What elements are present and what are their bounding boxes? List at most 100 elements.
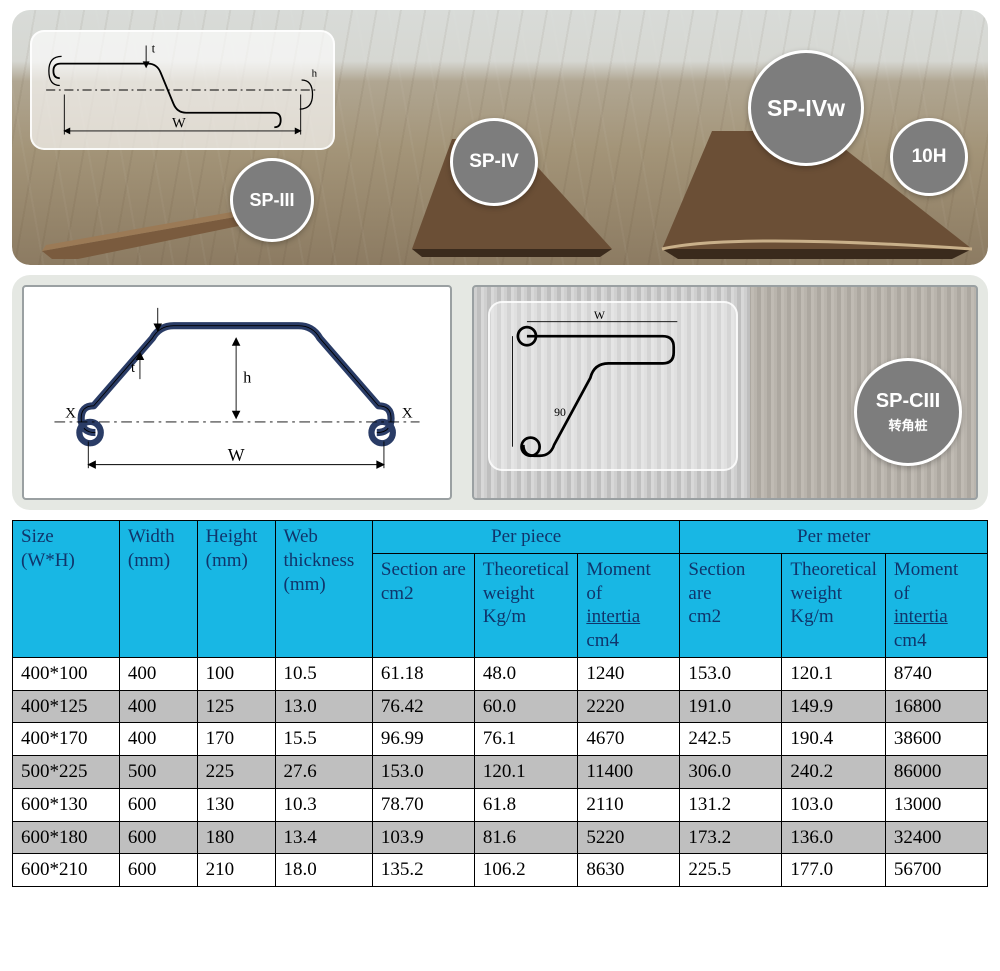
svg-text:W: W bbox=[594, 309, 606, 322]
badge-sub: 转角桩 bbox=[888, 415, 927, 434]
table-body: 400*10040010010.561.1848.01240153.0120.1… bbox=[13, 657, 988, 886]
u-profile-diagram: X X W t h bbox=[22, 285, 452, 500]
badge-label: SP-CIII bbox=[876, 390, 940, 413]
table-cell: 400*125 bbox=[13, 690, 120, 723]
dim-w: W bbox=[228, 445, 245, 465]
table-cell: 600*180 bbox=[13, 821, 120, 854]
table-cell: 242.5 bbox=[680, 723, 782, 756]
col-tw-meter: TheoreticalweightKg/m bbox=[782, 553, 886, 657]
table-cell: 400 bbox=[119, 657, 197, 690]
dim-t: t bbox=[131, 360, 135, 376]
table-cell: 125 bbox=[197, 690, 275, 723]
col-piece: Per piece bbox=[372, 521, 680, 554]
table-cell: 13000 bbox=[885, 788, 987, 821]
table-cell: 16800 bbox=[885, 690, 987, 723]
table-cell: 27.6 bbox=[275, 756, 372, 789]
table-head: Size(W*H) Width(mm) Height(mm) Webthickn… bbox=[13, 521, 988, 658]
table-cell: 170 bbox=[197, 723, 275, 756]
table-cell: 38600 bbox=[885, 723, 987, 756]
table-cell: 600*210 bbox=[13, 854, 120, 887]
col-height: Height(mm) bbox=[197, 521, 275, 658]
badge-label: SP-III bbox=[249, 190, 294, 211]
table-cell: 5220 bbox=[578, 821, 680, 854]
table-cell: 177.0 bbox=[782, 854, 886, 887]
table-cell: 106.2 bbox=[474, 854, 578, 887]
table-row: 600*18060018013.4103.981.65220173.2136.0… bbox=[13, 821, 988, 854]
table-cell: 149.9 bbox=[782, 690, 886, 723]
dim-t: t bbox=[152, 42, 156, 56]
col-area-meter: Sectionarecm2 bbox=[680, 553, 782, 657]
table-cell: 400 bbox=[119, 690, 197, 723]
table-cell: 48.0 bbox=[474, 657, 578, 690]
table-cell: 103.0 bbox=[782, 788, 886, 821]
table-row: 500*22550022527.6153.0120.111400306.0240… bbox=[13, 756, 988, 789]
table-cell: 600 bbox=[119, 788, 197, 821]
table-cell: 135.2 bbox=[372, 854, 474, 887]
table-cell: 61.8 bbox=[474, 788, 578, 821]
table-cell: 10.3 bbox=[275, 788, 372, 821]
table-cell: 11400 bbox=[578, 756, 680, 789]
dim-h: h bbox=[243, 370, 251, 387]
table-cell: 15.5 bbox=[275, 723, 372, 756]
badge-label: SP-IVw bbox=[767, 95, 845, 122]
table-cell: 600 bbox=[119, 821, 197, 854]
table-cell: 210 bbox=[197, 854, 275, 887]
table-cell: 81.6 bbox=[474, 821, 578, 854]
dim-x-left: X bbox=[65, 405, 76, 421]
mid-panel: X X W t h bbox=[12, 275, 988, 510]
table-cell: 400*170 bbox=[13, 723, 120, 756]
badge-sp3: SP-III bbox=[230, 158, 314, 242]
table-cell: 240.2 bbox=[782, 756, 886, 789]
table-cell: 500*225 bbox=[13, 756, 120, 789]
table-cell: 1240 bbox=[578, 657, 680, 690]
svg-text:90: 90 bbox=[554, 406, 566, 419]
corner-profile-diagram: W 90 bbox=[488, 301, 738, 471]
table-cell: 190.4 bbox=[782, 723, 886, 756]
table-row: 600*21060021018.0135.2106.28630225.5177.… bbox=[13, 854, 988, 887]
z-profile-diagram: W t h bbox=[30, 30, 335, 150]
table-row: 400*10040010010.561.1848.01240153.0120.1… bbox=[13, 657, 988, 690]
table-cell: 76.42 bbox=[372, 690, 474, 723]
badge-sp4: SP-IV bbox=[450, 118, 538, 206]
col-moi-piece: Momentofintertiacm4 bbox=[578, 553, 680, 657]
table-cell: 13.0 bbox=[275, 690, 372, 723]
table-cell: 600 bbox=[119, 854, 197, 887]
hero-panel: W t h SP-III bbox=[12, 10, 988, 265]
table-cell: 100 bbox=[197, 657, 275, 690]
badge-label: SP-IV bbox=[469, 151, 519, 173]
table-row: 600*13060013010.378.7061.82110131.2103.0… bbox=[13, 788, 988, 821]
table-cell: 8740 bbox=[885, 657, 987, 690]
table-cell: 173.2 bbox=[680, 821, 782, 854]
table-cell: 191.0 bbox=[680, 690, 782, 723]
table-cell: 2220 bbox=[578, 690, 680, 723]
table-cell: 56700 bbox=[885, 854, 987, 887]
table-cell: 180 bbox=[197, 821, 275, 854]
table-cell: 60.0 bbox=[474, 690, 578, 723]
table-cell: 136.0 bbox=[782, 821, 886, 854]
badge-spc3: SP-CIII 转角桩 bbox=[854, 358, 962, 466]
table-cell: 2110 bbox=[578, 788, 680, 821]
table-cell: 600*130 bbox=[13, 788, 120, 821]
badge-label: 10H bbox=[912, 146, 947, 168]
table-cell: 96.99 bbox=[372, 723, 474, 756]
table-cell: 8630 bbox=[578, 854, 680, 887]
spec-table: Size(W*H) Width(mm) Height(mm) Webthickn… bbox=[12, 520, 988, 887]
col-width: Width(mm) bbox=[119, 521, 197, 658]
table-cell: 10.5 bbox=[275, 657, 372, 690]
table-row: 400*12540012513.076.4260.02220191.0149.9… bbox=[13, 690, 988, 723]
col-area-piece: Section are cm2 bbox=[372, 553, 474, 657]
table-cell: 225.5 bbox=[680, 854, 782, 887]
table-cell: 153.0 bbox=[372, 756, 474, 789]
table-cell: 225 bbox=[197, 756, 275, 789]
table-cell: 18.0 bbox=[275, 854, 372, 887]
table-cell: 131.2 bbox=[680, 788, 782, 821]
table-cell: 103.9 bbox=[372, 821, 474, 854]
badge-sp4w: SP-IVw bbox=[748, 50, 864, 166]
table-cell: 32400 bbox=[885, 821, 987, 854]
table-cell: 61.18 bbox=[372, 657, 474, 690]
col-meter: Per meter bbox=[680, 521, 988, 554]
col-size: Size(W*H) bbox=[13, 521, 120, 658]
table-cell: 400 bbox=[119, 723, 197, 756]
table-cell: 13.4 bbox=[275, 821, 372, 854]
table-cell: 76.1 bbox=[474, 723, 578, 756]
